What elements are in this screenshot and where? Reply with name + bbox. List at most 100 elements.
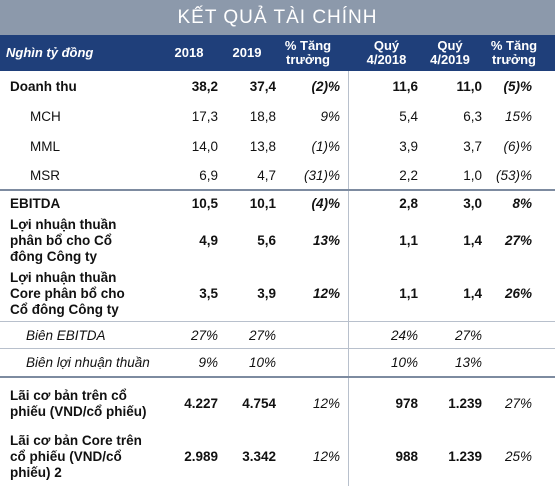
cell-growth-quarter: (5)% — [503, 78, 532, 94]
header-growth-year: % Tăng trưởng — [284, 38, 332, 67]
section-divider — [0, 376, 555, 378]
table-row-mch: MCH 17,3 18,8 9% 5,4 6,3 15% — [0, 101, 555, 131]
header-q4-2019: Quý 4/2019 — [430, 38, 470, 67]
cell-q4-2019: 13% — [454, 355, 482, 370]
cell-q4-2019: 6,3 — [463, 108, 482, 124]
cell-q4-2018: 988 — [395, 449, 418, 464]
table-row-ebitda-margin: Biên EBITDA 27% 27% 24% 27% — [0, 322, 555, 348]
header-q4-2018: Quý 4/2018 — [366, 38, 407, 67]
cell-growth-year: 12% — [312, 286, 340, 301]
table-row-core-eps: Lãi cơ bản Core trên cổ phiếu (VND/cổ ph… — [0, 430, 555, 484]
cell-growth-year: (31)% — [303, 167, 340, 183]
header-growth-quarter: % Tăng trưởng — [490, 38, 538, 67]
cell-q4-2019: 3,7 — [463, 138, 482, 154]
cell-2018: 27% — [190, 327, 218, 343]
cell-q4-2019: 27% — [454, 327, 482, 343]
header-unit: Nghìn tỷ đồng — [6, 45, 94, 60]
cell-q4-2018: 1,1 — [399, 233, 418, 248]
row-label: Lợi nhuận thuần Core phân bổ cho Cổ đông… — [10, 270, 125, 317]
cell-2019: 3,9 — [257, 286, 276, 301]
cell-2018: 17,3 — [191, 108, 218, 124]
cell-growth-year: 9% — [320, 108, 340, 124]
row-label: EBITDA — [10, 195, 61, 211]
cell-2018: 4,9 — [199, 233, 218, 248]
table-row-eps: Lãi cơ bản trên cổ phiếu (VND/cổ phiếu) … — [0, 378, 555, 430]
row-label: Lãi cơ bản trên cổ phiếu (VND/cổ phiếu) — [10, 388, 147, 419]
header-2018: 2018 — [174, 45, 204, 60]
column-divider — [348, 71, 349, 486]
cell-2018: 6,9 — [199, 167, 218, 183]
cell-2019: 13,8 — [249, 138, 276, 154]
row-label: Biên EBITDA — [26, 327, 106, 343]
row-label: Doanh thu — [10, 78, 77, 94]
table-row-ebitda: EBITDA 10,5 10,1 (4)% 2,8 3,0 8% — [0, 191, 555, 215]
cell-growth-year: 13% — [312, 233, 340, 248]
cell-2019: 37,4 — [249, 78, 276, 94]
cell-growth-quarter: 8% — [512, 195, 532, 211]
cell-growth-year — [276, 322, 340, 348]
cell-q4-2018: 24% — [390, 327, 418, 343]
cell-q4-2018: 978 — [395, 396, 418, 411]
cell-2018: 38,2 — [191, 78, 218, 94]
table-header: Nghìn tỷ đồng 2018 2019 % Tăng trưởng Qu… — [0, 35, 555, 71]
cell-growth-quarter: 27% — [504, 396, 532, 411]
table-row-revenue: Doanh thu 38,2 37,4 (2)% 11,6 11,0 (5)% — [0, 71, 555, 101]
cell-growth-year: 12% — [312, 396, 340, 411]
cell-2018: 3,5 — [199, 286, 218, 301]
row-label: Biên lợi nhuận thuần — [26, 355, 150, 370]
cell-q4-2018: 1,1 — [399, 286, 418, 301]
cell-growth-quarter: 26% — [504, 286, 532, 301]
cell-q4-2019: 1.239 — [448, 449, 482, 464]
cell-growth-year: 12% — [312, 449, 340, 464]
table-row-net-margin: Biên lợi nhuận thuần 9% 10% 10% 13% — [0, 349, 555, 376]
cell-growth-quarter — [482, 322, 532, 348]
section-divider — [0, 189, 555, 191]
cell-2019: 10% — [248, 355, 276, 370]
row-divider — [0, 348, 555, 349]
cell-2019: 10,1 — [249, 195, 276, 211]
cell-growth-quarter: (6)% — [503, 138, 532, 154]
cell-q4-2018: 2,2 — [399, 167, 418, 183]
cell-growth-quarter: (53)% — [495, 167, 532, 183]
cell-growth-quarter: 25% — [504, 449, 532, 464]
row-divider — [0, 321, 555, 322]
cell-2018: 10,5 — [191, 195, 218, 211]
table-title: KẾT QUẢ TÀI CHÍNH — [0, 0, 555, 35]
table-row-net-profit: Lợi nhuận thuần phân bổ cho Cổ đông Công… — [0, 215, 555, 267]
cell-2019: 4.754 — [242, 396, 276, 411]
cell-q4-2018: 2,8 — [399, 195, 418, 211]
cell-q4-2019: 1,0 — [463, 167, 482, 183]
cell-2018: 2.989 — [184, 449, 218, 464]
cell-2018: 14,0 — [191, 138, 218, 154]
row-label: Lãi cơ bản Core trên cổ phiếu (VND/cổ ph… — [10, 433, 142, 480]
cell-2019: 5,6 — [257, 233, 276, 248]
cell-2019: 3.342 — [242, 449, 276, 464]
cell-growth-quarter: 27% — [504, 233, 532, 248]
row-label: MSR — [30, 167, 60, 183]
row-label: Lợi nhuận thuần phân bổ cho Cổ đông Công… — [10, 217, 117, 264]
cell-growth-quarter: 15% — [504, 108, 532, 124]
table-row-mml: MML 14,0 13,8 (1)% 3,9 3,7 (6)% — [0, 131, 555, 161]
cell-q4-2018: 5,4 — [399, 108, 418, 124]
cell-2019: 27% — [248, 327, 276, 343]
cell-2019: 18,8 — [249, 108, 276, 124]
cell-growth-year — [276, 349, 340, 376]
cell-q4-2018: 11,6 — [392, 78, 418, 94]
cell-q4-2019: 3,0 — [463, 195, 482, 211]
cell-q4-2019: 1,4 — [463, 233, 482, 248]
cell-q4-2018: 10% — [390, 355, 418, 370]
cell-growth-year: (2)% — [311, 78, 340, 94]
cell-q4-2019: 11,0 — [456, 78, 482, 94]
row-label: MCH — [30, 108, 61, 124]
cell-q4-2019: 1,4 — [463, 286, 482, 301]
table-row-core-net-profit: Lợi nhuận thuần Core phân bổ cho Cổ đông… — [0, 267, 555, 321]
cell-q4-2019: 1.239 — [448, 396, 482, 411]
row-label: MML — [30, 138, 60, 154]
cell-2018: 4.227 — [184, 396, 218, 411]
cell-growth-year: (1)% — [311, 138, 340, 154]
cell-q4-2018: 3,9 — [399, 138, 418, 154]
cell-growth-year: (4)% — [311, 195, 340, 211]
table-row-msr: MSR 6,9 4,7 (31)% 2,2 1,0 (53)% — [0, 161, 555, 189]
cell-growth-quarter — [482, 349, 532, 376]
header-2019: 2019 — [232, 45, 262, 60]
